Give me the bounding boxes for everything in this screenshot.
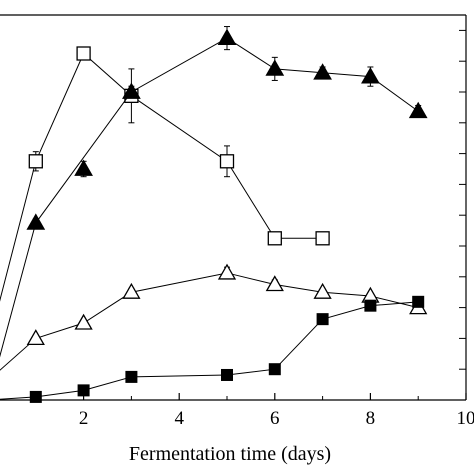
series-line (0, 301, 419, 400)
series-line (0, 272, 419, 371)
x-tick-label: 4 (174, 408, 184, 429)
data-point (268, 363, 281, 376)
data-point (26, 213, 46, 230)
data-point (217, 28, 237, 45)
data-point (74, 159, 93, 176)
data-point (76, 46, 91, 61)
data-point (267, 231, 282, 246)
data-point (221, 368, 233, 381)
data-point (219, 154, 235, 169)
series-4 (0, 263, 428, 371)
data-point (361, 67, 380, 84)
data-point (315, 231, 330, 246)
data-point (29, 390, 42, 403)
series-5 (0, 295, 425, 403)
axes: 2 4 6 8 10 (0, 14, 474, 429)
series-3 (74, 159, 93, 178)
x-tick-label: 8 (366, 408, 376, 429)
series-1 (0, 46, 330, 302)
data-point (265, 275, 284, 292)
series-2 (0, 26, 428, 358)
data-point (26, 329, 45, 346)
data-point (122, 82, 141, 99)
data-point (28, 154, 43, 169)
data-point (313, 63, 332, 80)
series-line (0, 37, 419, 358)
data-point (364, 299, 377, 312)
data-point (313, 282, 332, 299)
data-point (316, 313, 329, 326)
data-point (77, 384, 90, 397)
series-line (0, 52, 323, 302)
x-tick-label: 6 (270, 408, 280, 429)
data-point (412, 295, 425, 308)
data-point (122, 282, 141, 299)
x-axis-label: Fermentation time (days) (129, 443, 331, 465)
data-point (125, 370, 138, 383)
data-point (408, 101, 428, 119)
data-point (74, 313, 93, 330)
data-point (265, 59, 285, 76)
x-tick-label: 2 (79, 408, 89, 429)
series-layer (0, 26, 428, 403)
data-point (217, 263, 237, 280)
x-tick-label: 10 (457, 408, 474, 429)
